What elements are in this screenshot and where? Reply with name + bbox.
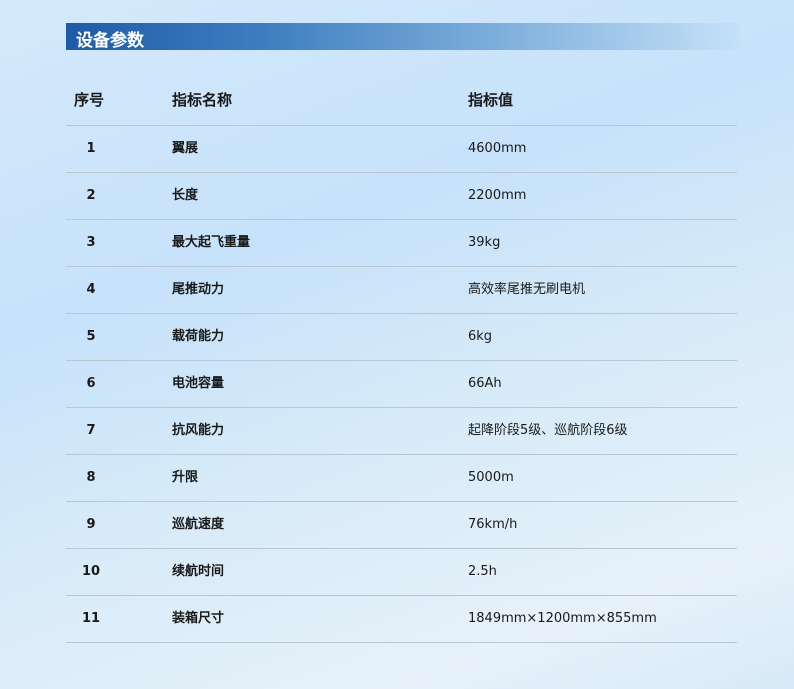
table-row: 1 翼展 4600mm <box>66 126 737 173</box>
table-row: 2 长度 2200mm <box>66 173 737 220</box>
table-row: 6 电池容量 66Ah <box>66 361 737 408</box>
cell-index: 3 <box>86 235 96 250</box>
table-row: 7 抗风能力 起降阶段5级、巡航阶段6级 <box>66 408 737 455</box>
header-name: 指标名称 <box>172 91 233 109</box>
cell-index: 6 <box>86 376 96 391</box>
cell-name: 载荷能力 <box>172 329 225 344</box>
cell-value: 1849mm×1200mm×855mm <box>468 611 657 626</box>
table-row: 11 装箱尺寸 1849mm×1200mm×855mm <box>66 596 737 643</box>
cell-index: 11 <box>81 611 101 626</box>
cell-index: 7 <box>86 423 96 438</box>
header-index: 序号 <box>74 91 105 109</box>
cell-name: 装箱尺寸 <box>172 611 225 626</box>
cell-name: 尾推动力 <box>172 282 225 297</box>
cell-name: 长度 <box>172 188 199 203</box>
cell-name: 翼展 <box>172 141 199 156</box>
table-row: 8 升限 5000m <box>66 455 737 502</box>
cell-index: 1 <box>86 141 96 156</box>
table-row: 4 尾推动力 高效率尾推无刷电机 <box>66 267 737 314</box>
table-row: 3 最大起飞重量 39kg <box>66 220 737 267</box>
cell-index: 2 <box>86 188 96 203</box>
cell-name: 抗风能力 <box>172 423 225 438</box>
parameter-table: 序号 指标名称 指标值 1 翼展 4600mm 2 长度 2200mm 3 最大起飞重量 39k… <box>66 80 737 643</box>
cell-value: 起降阶段5级、巡航阶段6级 <box>468 423 628 438</box>
cell-value: 5000m <box>468 470 514 485</box>
table-row: 9 巡航速度 76km/h <box>66 502 737 549</box>
cell-index: 8 <box>86 470 96 485</box>
cell-value: 高效率尾推无刷电机 <box>468 282 586 297</box>
cell-value: 4600mm <box>468 141 527 156</box>
cell-name: 巡航速度 <box>172 517 225 532</box>
section-title: 设备参数 <box>76 31 144 51</box>
cell-index: 10 <box>81 564 101 579</box>
section-title-banner: 设备参数 <box>66 23 740 51</box>
cell-value: 6kg <box>468 329 493 344</box>
cell-value: 66Ah <box>468 376 502 391</box>
cell-name: 续航时间 <box>172 564 225 579</box>
cell-index: 9 <box>86 517 96 532</box>
cell-value: 76km/h <box>468 517 518 532</box>
cell-value: 39kg <box>468 235 501 250</box>
header-value: 指标值 <box>468 91 514 109</box>
table-row: 10 续航时间 2.5h <box>66 549 737 596</box>
cell-name: 升限 <box>172 470 199 485</box>
cell-index: 5 <box>86 329 96 344</box>
cell-name: 电池容量 <box>172 376 225 391</box>
cell-index: 4 <box>86 282 96 297</box>
cell-value: 2200mm <box>468 188 527 203</box>
cell-value: 2.5h <box>468 564 497 579</box>
table-row: 5 载荷能力 6kg <box>66 314 737 361</box>
table-header: 序号 指标名称 指标值 <box>66 80 737 126</box>
cell-name: 最大起飞重量 <box>172 235 251 250</box>
